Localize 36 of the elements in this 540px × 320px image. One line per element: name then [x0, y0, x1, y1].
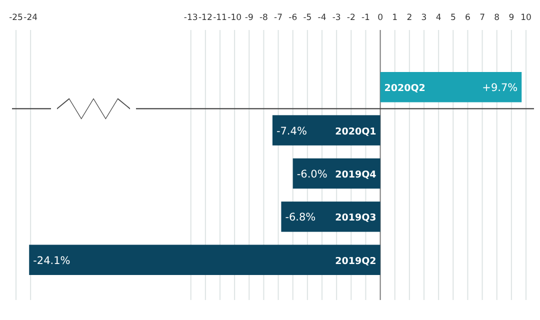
x-tick-label: -11	[213, 13, 227, 23]
x-tick-label: 8	[494, 13, 500, 23]
x-tick-label: -2	[346, 13, 356, 23]
x-tick-label: -8	[259, 13, 268, 23]
x-tick-label: -1	[361, 13, 370, 23]
x-tick-label: -7	[274, 13, 283, 23]
x-tick-label: -25	[9, 13, 23, 23]
x-tick-label: -4	[318, 13, 326, 23]
y-tick-label: 2019Q2	[335, 256, 376, 267]
x-tick-label: 2	[406, 13, 412, 23]
x-tick-label: -3	[332, 13, 341, 23]
y-tick-label: 2019Q3	[335, 212, 376, 224]
data-label: -6.8%	[285, 212, 316, 224]
x-tick-label: 6	[465, 13, 470, 23]
data-label: -6.0%	[296, 168, 328, 180]
x-tick-label: 9	[508, 13, 514, 23]
data-label: -7.4%	[276, 125, 307, 138]
y-tick-label: 2020Q2	[384, 83, 426, 94]
x-tick-label: -5	[303, 13, 312, 23]
data-label: +9.7%	[482, 82, 518, 94]
x-tick-label: 4	[436, 13, 442, 23]
x-tick-label: -10	[228, 13, 242, 23]
x-tick-label: -6	[288, 13, 298, 23]
x-tick-label: 0	[378, 13, 383, 23]
x-tick-label: -9	[244, 13, 254, 23]
y-tick-label: 2020Q1	[335, 126, 376, 138]
y-tick-label: 2019Q4	[335, 170, 377, 180]
x-tick-label: -12	[198, 13, 212, 23]
x-tick-label: -24	[24, 13, 38, 23]
x-tick-label: 10	[520, 13, 532, 23]
data-label: -24.1%	[33, 254, 70, 267]
x-tick-label: 5	[450, 13, 456, 23]
x-tick-label: 7	[480, 13, 485, 23]
x-tick-label: -13	[184, 13, 198, 23]
x-tick-label: 3	[421, 13, 427, 23]
x-tick-label: 1	[392, 13, 398, 23]
